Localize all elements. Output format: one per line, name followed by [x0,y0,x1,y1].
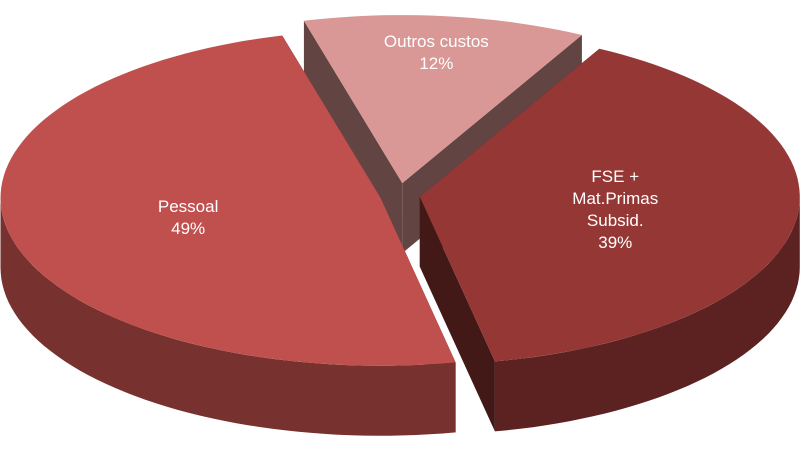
slice-label: FSE + Mat.Primas Subsid. 39% [565,166,665,254]
category-label: Outros custos [383,31,489,51]
slice-wall [419,196,495,432]
value-label: 49% [171,218,206,238]
slice-side [494,196,800,432]
slice [303,15,582,184]
slice-side [0,197,456,436]
category-label: FSE + Mat.Primas Subsid. [572,166,659,230]
value-label: 12% [419,53,454,73]
value-label: 39% [598,232,633,252]
slice [419,48,800,362]
slice-label: Pessoal 49% [138,196,238,240]
category-label: Pessoal [157,196,219,216]
slice [0,35,456,366]
slice-label: Outros custos 12% [366,31,506,75]
